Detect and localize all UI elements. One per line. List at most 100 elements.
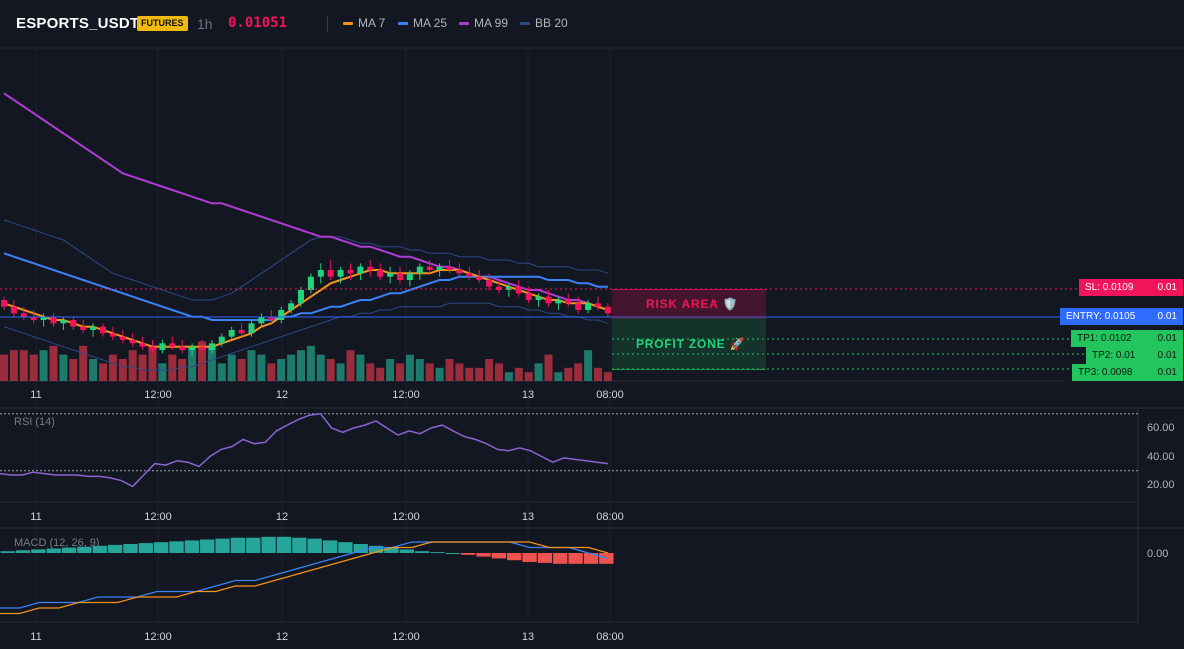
rsi-tick: 40.00: [1147, 451, 1175, 463]
volume-bar: [29, 354, 38, 381]
volume-bar: [584, 350, 593, 381]
volume-bar: [495, 363, 503, 381]
legend-ma99[interactable]: MA 99: [459, 16, 508, 30]
volume-bar: [524, 372, 533, 381]
volume-bar: [603, 372, 612, 381]
volume-bar: [267, 363, 276, 381]
time-axis-label: 11: [30, 631, 41, 643]
macd-tick: 0.00: [1147, 548, 1169, 560]
candle-body: [179, 346, 186, 350]
volume-bar: [257, 354, 266, 381]
candle-body: [20, 313, 27, 317]
candle-body: [169, 343, 176, 347]
candle-body: [228, 330, 235, 337]
legend-bb20[interactable]: BB 20: [520, 16, 568, 30]
timeframe-label[interactable]: 1h: [197, 16, 213, 32]
candle-body: [595, 303, 601, 307]
symbol-title[interactable]: ESPORTS_USDT: [16, 15, 140, 32]
candle-body: [10, 306, 17, 314]
candle-body: [90, 326, 97, 330]
volume-bar: [504, 372, 513, 381]
entry-tag[interactable]: ENTRY: 0.0105 0.01: [1060, 308, 1183, 325]
macd-histogram-bar: [46, 548, 61, 553]
volume-bar: [366, 363, 375, 381]
candle-body: [248, 323, 255, 334]
time-axis-label: 12:00: [144, 631, 172, 643]
legend-ma7[interactable]: MA 7: [343, 16, 385, 30]
macd-histogram-bar: [430, 552, 445, 554]
candle-body: [30, 316, 37, 320]
candle-body: [604, 306, 611, 314]
tp1-label: TP1: 0.0102: [1077, 333, 1132, 344]
volume-bar: [336, 363, 345, 381]
candle-body: [446, 266, 453, 270]
candle-body: [129, 340, 136, 344]
volume-bar: [405, 354, 414, 381]
macd-histogram-bar: [184, 540, 200, 553]
candle-body: [535, 296, 542, 300]
ma99-line: [3, 92, 609, 311]
candle-body: [119, 336, 126, 340]
volume-bar: [9, 350, 18, 381]
legend-ma25[interactable]: MA 25: [398, 16, 447, 30]
volume-bar: [415, 359, 424, 381]
futures-badge: FUTURES: [137, 16, 188, 31]
macd-histogram-bar: [92, 545, 107, 553]
volume-bar: [346, 350, 355, 381]
candle-body: [456, 270, 463, 274]
tp2-tag[interactable]: TP2: 0.01 0.01: [1086, 347, 1183, 364]
candle-body: [80, 326, 87, 330]
volume-bar: [514, 367, 523, 381]
rsi-tick: 60.00: [1147, 422, 1175, 434]
candle-body: [258, 316, 265, 324]
macd-histogram-bar: [169, 541, 184, 553]
volume-bar: [108, 354, 117, 381]
candle-body: [555, 300, 562, 304]
volume-bar: [316, 354, 325, 381]
ma25-line: [3, 252, 608, 321]
candle-body: [337, 270, 344, 277]
volume-bar: [455, 363, 464, 381]
bb-lower-line: [3, 302, 609, 371]
macd-histogram-bar: [445, 553, 460, 554]
macd-histogram-bar: [276, 536, 292, 553]
candle-body: [159, 343, 166, 350]
candle-body: [515, 286, 522, 294]
volume-bar: [99, 363, 107, 381]
legend-swatch: [398, 21, 408, 25]
candle-body: [406, 273, 413, 280]
candle-body: [565, 300, 572, 304]
volume-bar: [148, 345, 157, 381]
entry-label: ENTRY: 0.0105: [1066, 311, 1136, 322]
risk-area-label: RISK AREA 🛡️: [646, 297, 739, 311]
rsi-line: [0, 413, 609, 488]
macd-histogram-bar: [461, 553, 476, 555]
macd-histogram-bar: [292, 537, 307, 553]
volume-bar: [544, 354, 553, 381]
volume-bar: [287, 354, 296, 381]
volume-bar: [574, 363, 583, 381]
stop-loss-tag[interactable]: SL: 0.0109 0.01: [1079, 279, 1183, 296]
time-axis-label: 13: [522, 511, 534, 523]
candle-body: [60, 320, 67, 324]
time-axis-label: 12:00: [144, 511, 172, 523]
macd-histogram-bar: [368, 545, 384, 553]
tp3-tag[interactable]: TP3: 0.0098 0.01: [1072, 364, 1183, 381]
stop-loss-value: 0.01: [1157, 282, 1177, 293]
legend-label: BB 20: [535, 16, 568, 30]
time-axis-label: 12:00: [392, 631, 420, 643]
tp1-tag[interactable]: TP1: 0.0102 0.01: [1071, 330, 1183, 347]
volume-bar: [158, 363, 167, 381]
candle-body: [397, 273, 403, 280]
candle-body: [40, 316, 47, 320]
candle-body: [585, 303, 592, 310]
candle-body: [486, 280, 493, 287]
volume-bar: [198, 341, 206, 381]
candle-body: [367, 266, 374, 270]
time-axis-label: 11: [30, 389, 41, 401]
volume-bar: [0, 354, 8, 381]
chart-header: ESPORTS_USDT FUTURES 1h 0.01051 MA 7 MA …: [0, 0, 1184, 48]
macd-histogram-bar: [154, 542, 169, 553]
macd-histogram-bar: [123, 544, 138, 553]
